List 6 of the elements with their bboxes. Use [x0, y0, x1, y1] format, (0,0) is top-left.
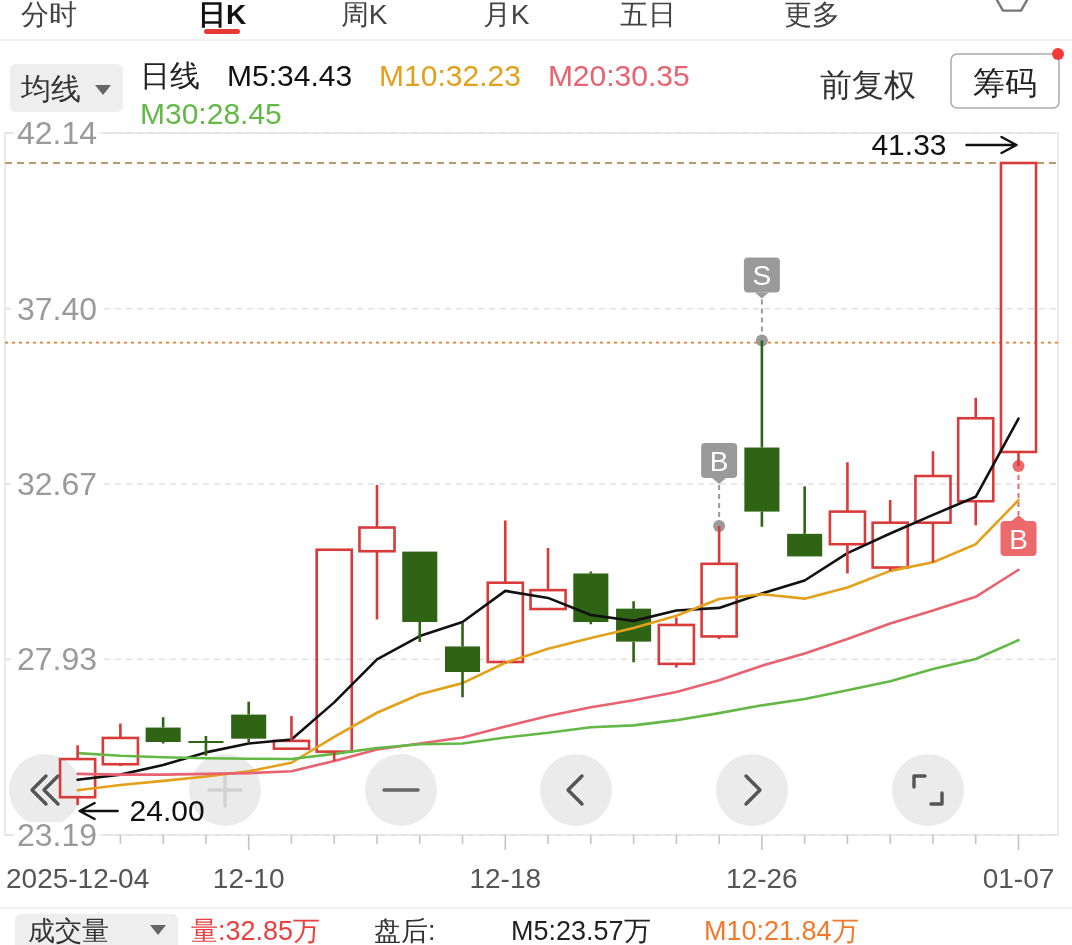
legend: 日线 M5:34.43 M10:32.23 M20:30.35 M30:28.45 — [140, 59, 690, 130]
annotation: S — [752, 259, 772, 291]
annotation: 41.33 — [871, 128, 947, 162]
annotation: B — [709, 445, 729, 477]
annotation: B — [1009, 523, 1028, 555]
annotation: 24.00 — [129, 793, 205, 827]
